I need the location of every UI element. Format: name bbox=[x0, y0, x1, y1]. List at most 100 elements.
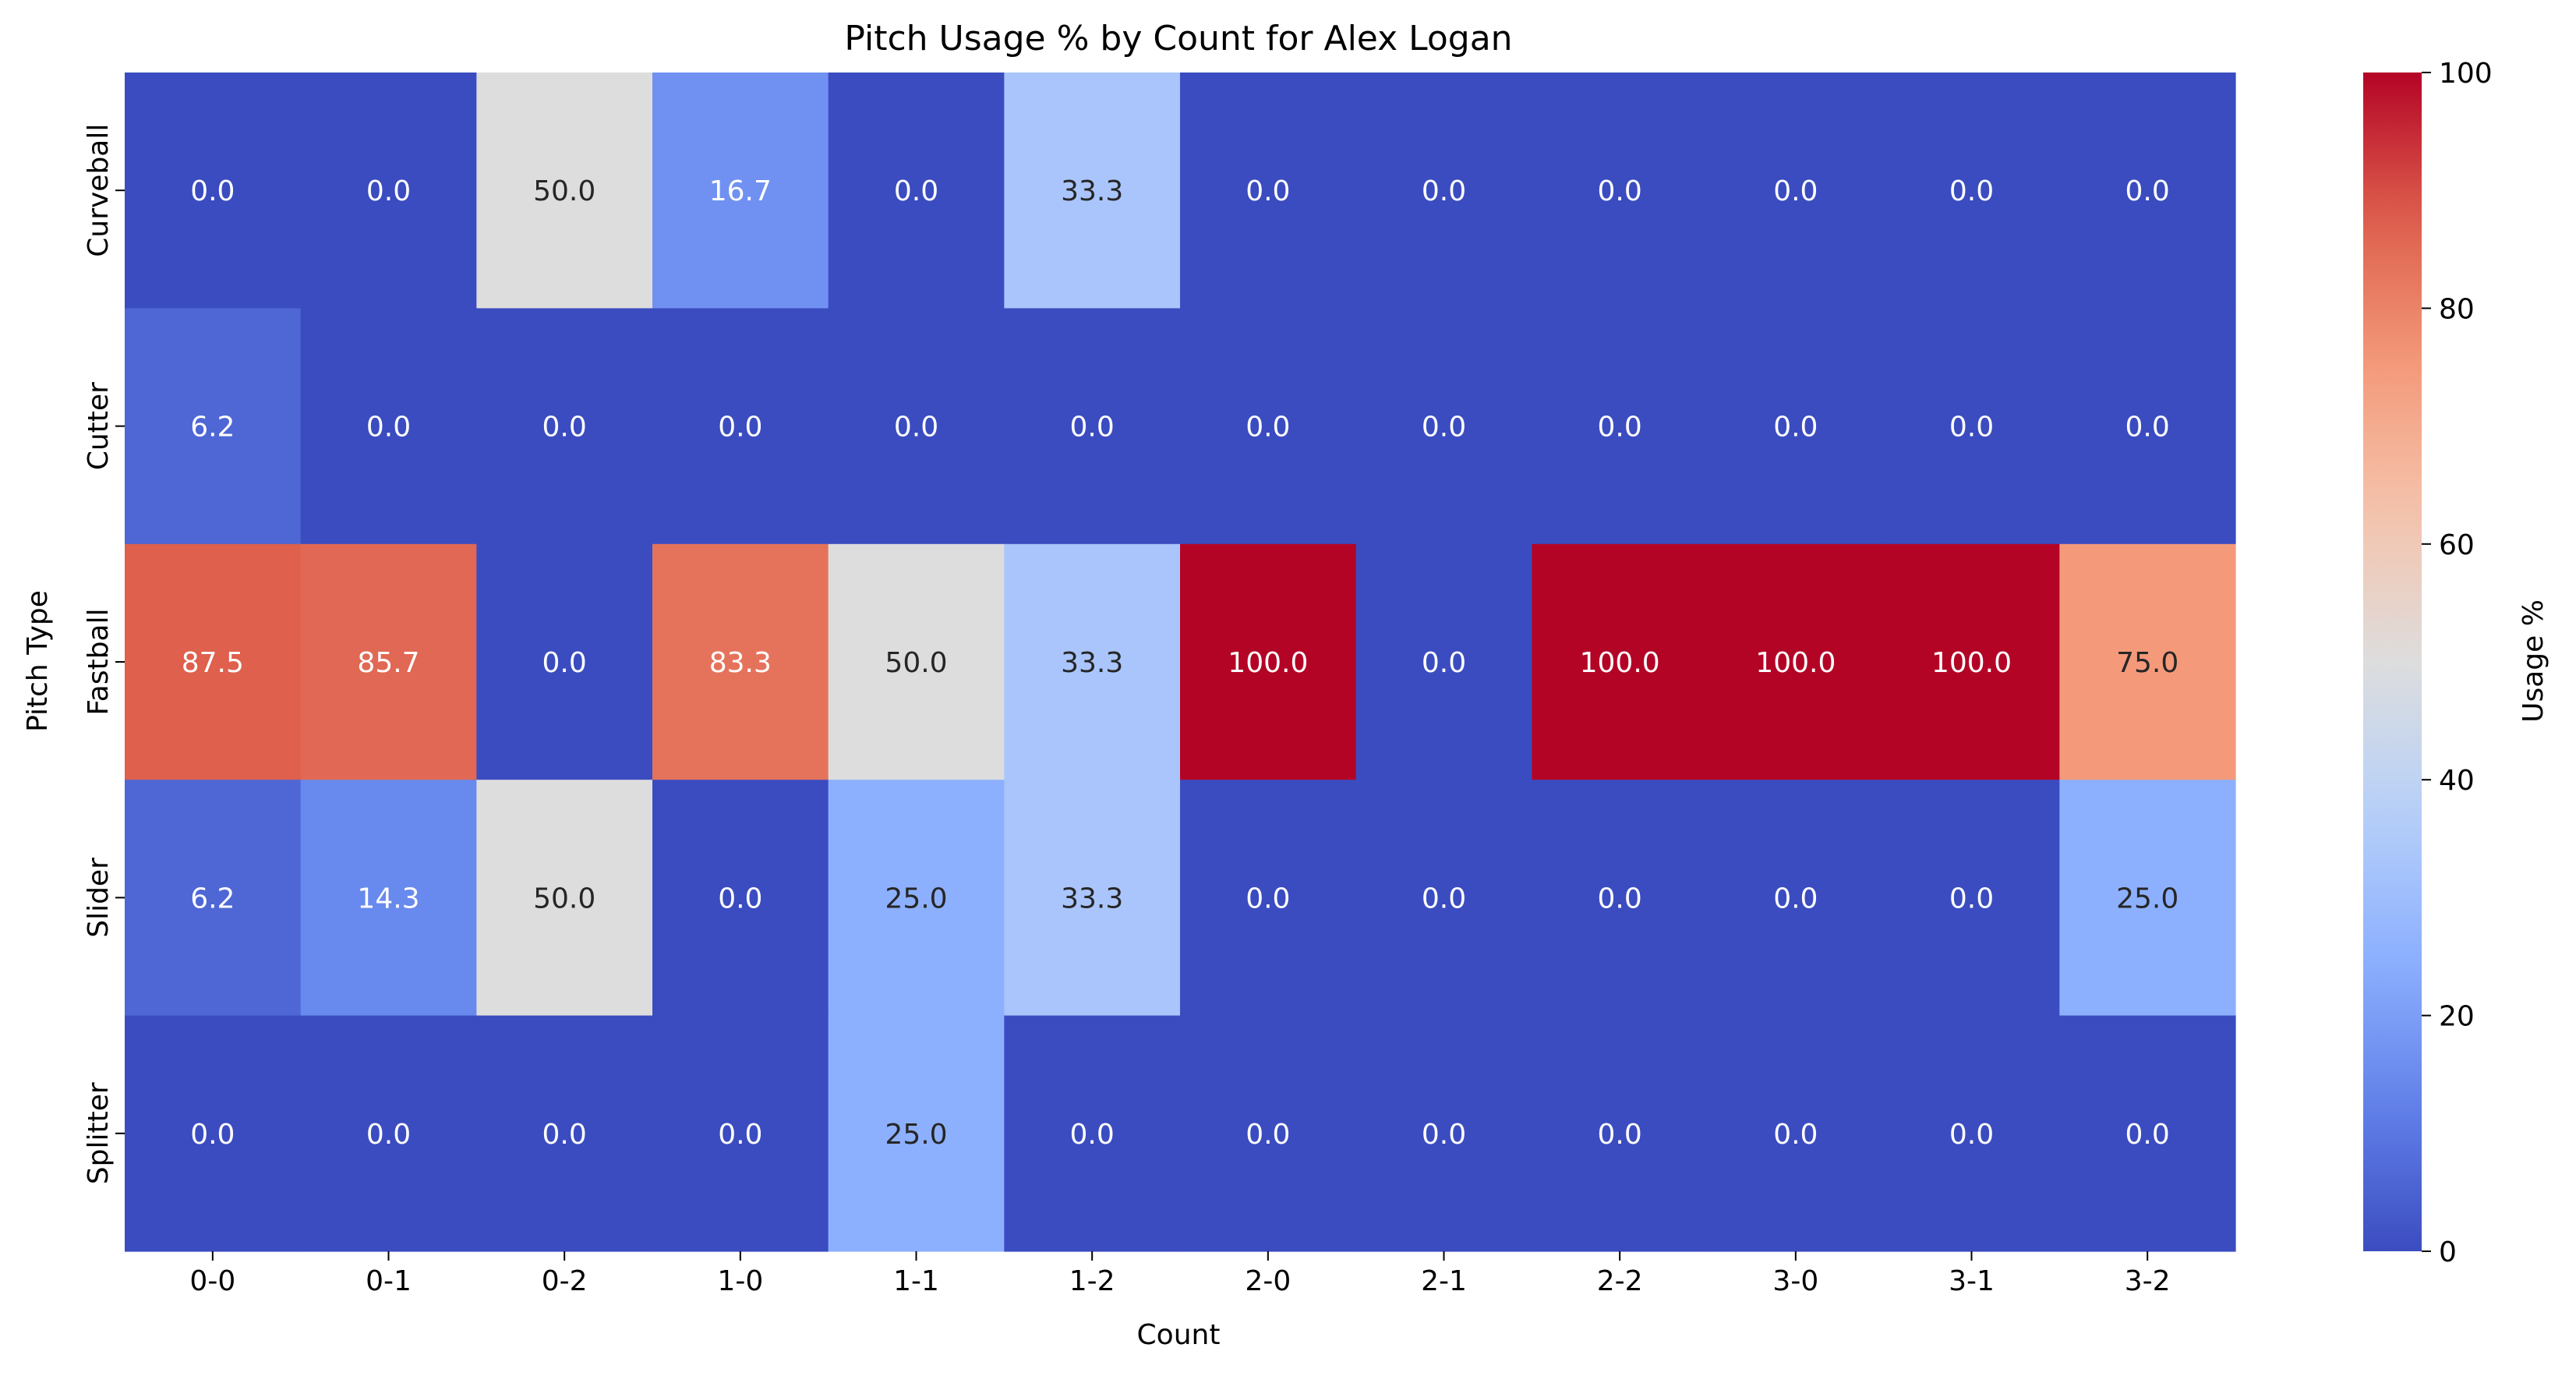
cell-annotation: 0.0 bbox=[1070, 1119, 1115, 1151]
heatmap-cell bbox=[1004, 308, 1181, 545]
heatmap-cell bbox=[652, 73, 829, 309]
heatmap-cell bbox=[125, 543, 302, 780]
heatmap-cell bbox=[1532, 73, 1708, 309]
heatmap-cell bbox=[2059, 308, 2236, 545]
cell-annotation: 0.0 bbox=[1246, 175, 1290, 207]
cell-annotation: 0.0 bbox=[542, 412, 587, 444]
heatmap-cell bbox=[1355, 780, 1532, 1017]
x-tick-label: 2-1 bbox=[1421, 1265, 1467, 1297]
heatmap-cell bbox=[1532, 308, 1708, 545]
cell-annotation: 25.0 bbox=[2116, 883, 2178, 914]
heatmap-cell bbox=[1883, 308, 2060, 545]
heatmap-cell bbox=[652, 308, 829, 545]
heatmap-cell bbox=[1532, 780, 1708, 1017]
cell-annotation: 0.0 bbox=[718, 1119, 762, 1151]
heatmap-cell bbox=[2059, 1015, 2236, 1252]
heatmap-cell bbox=[476, 1015, 653, 1252]
heatmap-cell bbox=[652, 780, 829, 1017]
cell-annotation: 25.0 bbox=[885, 1119, 947, 1151]
cell-annotation: 0.0 bbox=[2125, 175, 2170, 207]
cell-annotation: 100.0 bbox=[1228, 647, 1308, 679]
x-tick-label: 3-1 bbox=[1949, 1265, 1995, 1297]
cell-annotation: 0.0 bbox=[1598, 883, 1642, 914]
x-tick-label: 2-0 bbox=[1245, 1265, 1291, 1297]
cell-annotations: 0.0 0.0 50.0 16.7 0.0 33.3 0.0 0.0 0.0 0.0 0.0 0.0 6… bbox=[182, 175, 2178, 1151]
cell-annotation: 100.0 bbox=[1580, 647, 1660, 679]
heatmap-cell bbox=[828, 780, 1005, 1017]
colorbar-tick-label: 40 bbox=[2439, 765, 2475, 797]
heatmap-cell bbox=[1708, 780, 1885, 1017]
heatmap-cell bbox=[1180, 543, 1357, 780]
heatmap-cell bbox=[125, 73, 302, 309]
colorbar-tick-label: 0 bbox=[2439, 1236, 2457, 1268]
cell-annotation: 0.0 bbox=[1246, 1119, 1290, 1151]
y-tick-label: Curveball bbox=[83, 124, 115, 257]
heatmap-cell bbox=[1355, 1015, 1532, 1252]
heatmap-cell bbox=[300, 543, 477, 780]
cell-annotation: 0.0 bbox=[190, 1119, 235, 1151]
cell-annotation: 0.0 bbox=[1422, 412, 1466, 444]
colorbar-label: Usage % bbox=[2518, 600, 2549, 723]
heatmap-cell bbox=[828, 73, 1005, 309]
cell-annotation: 0.0 bbox=[718, 883, 762, 914]
cell-annotation: 14.3 bbox=[357, 883, 419, 914]
cell-annotation: 16.7 bbox=[709, 175, 772, 207]
x-tick-label: 3-0 bbox=[1772, 1265, 1818, 1297]
cell-annotation: 0.0 bbox=[1422, 883, 1466, 914]
cell-annotation: 0.0 bbox=[366, 175, 411, 207]
y-tick-label: Cutter bbox=[83, 382, 115, 470]
x-axis-label: Count bbox=[1137, 1319, 1221, 1351]
cell-annotation: 33.3 bbox=[1061, 175, 1123, 207]
cell-annotation: 6.2 bbox=[190, 412, 235, 444]
y-tick-label: Splitter bbox=[83, 1082, 115, 1184]
cell-annotation: 0.0 bbox=[1246, 883, 1290, 914]
cell-annotation: 85.7 bbox=[357, 647, 419, 679]
cell-annotation: 50.0 bbox=[533, 883, 595, 914]
x-tick-label: 2-2 bbox=[1597, 1265, 1643, 1297]
heatmap-cell bbox=[1708, 543, 1885, 780]
cell-annotation: 50.0 bbox=[885, 647, 947, 679]
cell-annotation: 0.0 bbox=[1422, 1119, 1466, 1151]
cell-annotation: 0.0 bbox=[542, 1119, 587, 1151]
cell-annotation: 100.0 bbox=[1931, 647, 2012, 679]
cell-annotation: 0.0 bbox=[190, 175, 235, 207]
heatmap-cell bbox=[828, 1015, 1005, 1252]
cell-annotation: 0.0 bbox=[1598, 175, 1642, 207]
cell-annotation: 0.0 bbox=[1949, 175, 1994, 207]
chart-title: Pitch Usage % by Count for Alex Logan bbox=[844, 19, 1512, 58]
cell-annotation: 33.3 bbox=[1061, 647, 1123, 679]
cell-annotation: 0.0 bbox=[542, 647, 587, 679]
heatmap-cell bbox=[2059, 73, 2236, 309]
heatmap-cell bbox=[1883, 543, 2060, 780]
heatmap-cell bbox=[1180, 780, 1357, 1017]
y-tick-label: Slider bbox=[83, 858, 115, 938]
cell-annotation: 0.0 bbox=[1773, 175, 1818, 207]
heatmap-cell bbox=[300, 308, 477, 545]
heatmap-cell bbox=[828, 308, 1005, 545]
y-tick-label: Fastball bbox=[83, 608, 115, 715]
heatmap-cell bbox=[476, 308, 653, 545]
heatmap-cell bbox=[1355, 73, 1532, 309]
cell-annotation: 0.0 bbox=[1422, 175, 1466, 207]
x-tick-label: 3-2 bbox=[2125, 1265, 2171, 1297]
heatmap-cell bbox=[1708, 1015, 1885, 1252]
colorbar: 0 20 40 60 80 100 bbox=[2363, 58, 2493, 1268]
heatmap-cell bbox=[652, 1015, 829, 1252]
heatmap-cell bbox=[1355, 308, 1532, 545]
cell-annotation: 0.0 bbox=[1949, 883, 1994, 914]
cell-annotation: 0.0 bbox=[366, 412, 411, 444]
cell-annotation: 0.0 bbox=[1070, 412, 1115, 444]
cell-annotation: 0.0 bbox=[1773, 883, 1818, 914]
cell-annotation: 87.5 bbox=[182, 647, 244, 679]
heatmap-cell bbox=[1883, 1015, 2060, 1252]
heatmap-cell bbox=[1004, 780, 1181, 1017]
cell-annotation: 0.0 bbox=[1422, 647, 1466, 679]
x-tick-label: 1-2 bbox=[1069, 1265, 1115, 1297]
cell-annotation: 100.0 bbox=[1755, 647, 1836, 679]
cell-annotation: 0.0 bbox=[894, 412, 938, 444]
heatmap-cell bbox=[652, 543, 829, 780]
x-tick-label: 1-1 bbox=[893, 1265, 939, 1297]
heatmap-cell bbox=[1180, 308, 1357, 545]
heatmap-cell bbox=[1708, 73, 1885, 309]
